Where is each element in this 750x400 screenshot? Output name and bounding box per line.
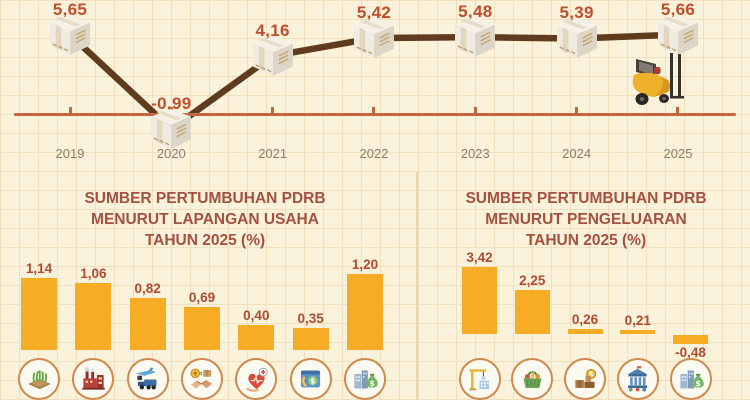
year-label: 2022 [359,146,389,161]
investment-icon-glyph [466,366,493,393]
agriculture-icon [18,358,60,400]
left-chart-title-line1: SUMBER PERTUMBUHAN PDRB [84,190,326,207]
data-point-value: 4,16 [255,20,290,40]
finance-icon [289,358,332,400]
others-icon-glyph [677,366,704,393]
cardboard-box-marker [554,18,600,58]
left-chart-title-line3: TAHUN 2025 (%) [144,232,266,249]
bar [514,290,550,334]
bar-value-label: 0,35 [297,310,324,326]
bar-value-label: 2,25 [519,273,546,289]
consumption-icon-glyph [519,366,546,393]
bar-value-label: 0,26 [571,311,599,327]
government-icon-glyph [624,366,651,393]
bar-value-label: -0,48 [675,345,706,361]
bar [183,306,220,350]
others-icon-glyph [351,366,378,393]
finance-icon-glyph [297,366,324,393]
investment-icon [458,358,501,400]
bar-value-label: 1,06 [80,266,107,282]
year-label: 2019 [55,146,85,161]
bar [75,283,112,350]
cardboard-box-marker [148,109,194,149]
data-point-value: -0,99 [151,94,192,114]
year-label: 2024 [562,146,592,161]
cardboard-box-marker [250,36,296,76]
axis-tick [676,107,680,113]
cardboard-box-marker [351,18,397,58]
year-label: 2020 [156,146,186,161]
right-chart-title-line2: MENURUT PENGELUARAN [485,211,687,228]
bar [21,278,57,350]
data-point-value: 5,48 [458,2,493,22]
bar [346,274,383,350]
bar-value-label: 0,82 [134,281,161,297]
axis-tick [473,107,477,113]
bar-value-label: 3,42 [466,250,493,266]
bar-value-label: 1,14 [25,261,53,277]
consumption-icon [511,358,554,400]
axis-tick [575,107,579,113]
factory-icon-glyph [80,366,107,393]
zero-axis-line [14,113,736,116]
bar [292,327,329,350]
government-icon [616,358,659,400]
cardboard-box-marker [655,15,701,55]
others-icon [669,358,712,400]
bar [567,328,603,334]
bar [620,329,656,334]
factory-icon [72,358,115,400]
data-point-value: 5,39 [559,3,594,23]
bar [462,267,497,334]
trade-icon-glyph [188,366,215,393]
health-icon [235,358,278,400]
axis-tick [271,107,275,113]
left-chart-title-line2: MENURUT LAPANGAN USAHA [91,211,319,228]
export-icon [564,358,606,400]
health-icon-glyph [243,366,270,393]
cardboard-box-marker [47,15,93,55]
export-icon-glyph [572,366,599,393]
left-chart-title: SUMBER PERTUMBUHAN PDRB MENURUT LAPANGAN… [15,188,395,251]
year-label: 2021 [258,146,288,161]
bar [238,324,275,350]
data-point-value: 5,65 [52,0,88,19]
year-label: 2025 [663,146,693,161]
bar [673,335,708,345]
right-chart-title-line3: TAHUN 2025 (%) [525,232,647,249]
bar [129,298,166,350]
right-chart-title: SUMBER PERTUMBUHAN PDRB MENURUT PENGELUA… [432,188,740,251]
data-point-value: 5,42 [356,3,392,23]
data-point-value: 5,66 [660,0,696,19]
bar-value-label: 0,21 [624,312,651,328]
trade-icon [180,358,223,400]
transportation-icon-glyph [134,366,161,393]
forklift-icon [630,53,686,105]
axis-tick [372,107,376,113]
bar-value-label: 0,40 [243,307,270,323]
cardboard-box-marker [452,17,498,57]
others-icon [343,358,386,400]
axis-tick [68,107,72,113]
agriculture-icon-glyph [26,366,53,393]
transportation-icon [126,358,169,400]
right-chart-title-line1: SUMBER PERTUMBUHAN PDRB [465,190,707,207]
bar-value-label: 1,20 [351,257,379,273]
section-divider [416,172,418,400]
year-label: 2023 [460,146,490,161]
bar-value-label: 0,69 [188,289,216,305]
